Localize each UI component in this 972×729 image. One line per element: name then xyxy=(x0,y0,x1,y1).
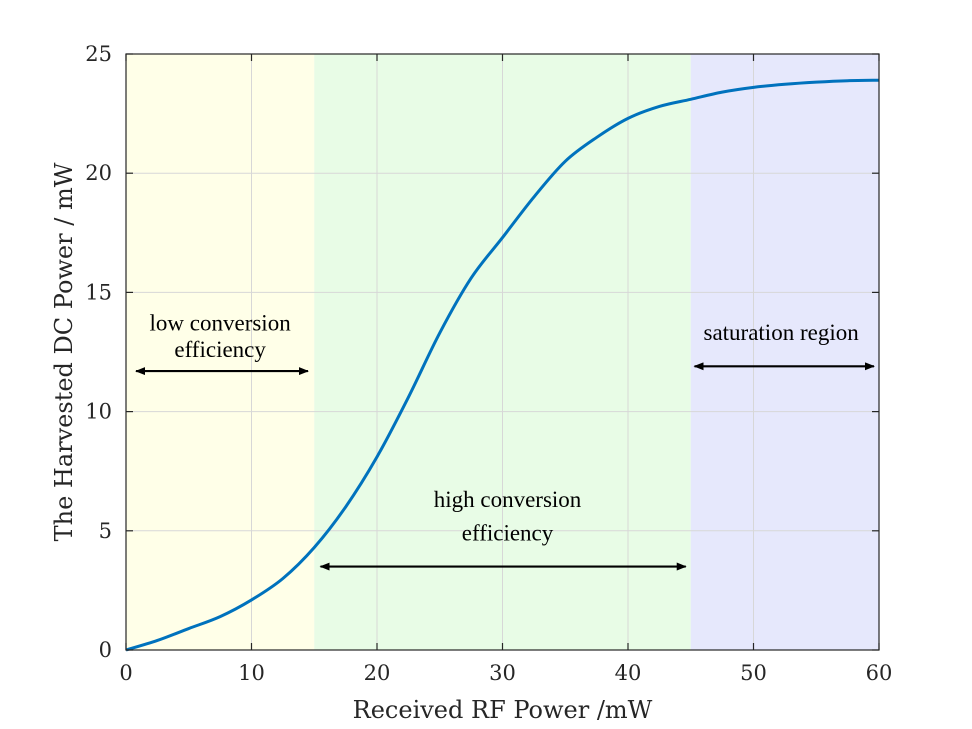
saturation-label: saturation region xyxy=(704,320,860,345)
y-tick-label: 5 xyxy=(99,519,112,543)
y-tick-label: 0 xyxy=(99,638,112,662)
low-conversion-region xyxy=(126,54,315,650)
x-tick-label: 60 xyxy=(866,661,893,685)
x-tick-label: 0 xyxy=(119,661,132,685)
series-line xyxy=(125,78,880,652)
high-conversion-label: high conversion xyxy=(434,487,582,512)
series-layer xyxy=(125,78,880,652)
x-tick-label: 40 xyxy=(615,661,642,685)
y-axis-title: The Harvested DC Power / mW xyxy=(50,162,78,541)
low-conversion-label: low conversion xyxy=(150,311,292,336)
y-tick-label: 15 xyxy=(85,280,112,304)
x-tick-label: 20 xyxy=(364,661,391,685)
x-tick-label: 10 xyxy=(238,661,265,685)
y-tick-label: 25 xyxy=(85,42,112,66)
x-axis-title: Received RF Power /mW xyxy=(353,696,653,724)
y-tick-label: 20 xyxy=(85,161,112,185)
high-conversion-label: efficiency xyxy=(462,520,554,545)
low-conversion-label: efficiency xyxy=(174,337,266,362)
saturation-region xyxy=(690,54,879,650)
axes-layer: 0 10 20 30 40 50 60 0 5 10 15 20 25 xyxy=(85,42,892,685)
y-tick-label: 10 xyxy=(85,400,112,424)
x-tick-label: 30 xyxy=(489,661,516,685)
x-tick-label: 50 xyxy=(740,661,767,685)
grid-layer xyxy=(126,54,879,650)
